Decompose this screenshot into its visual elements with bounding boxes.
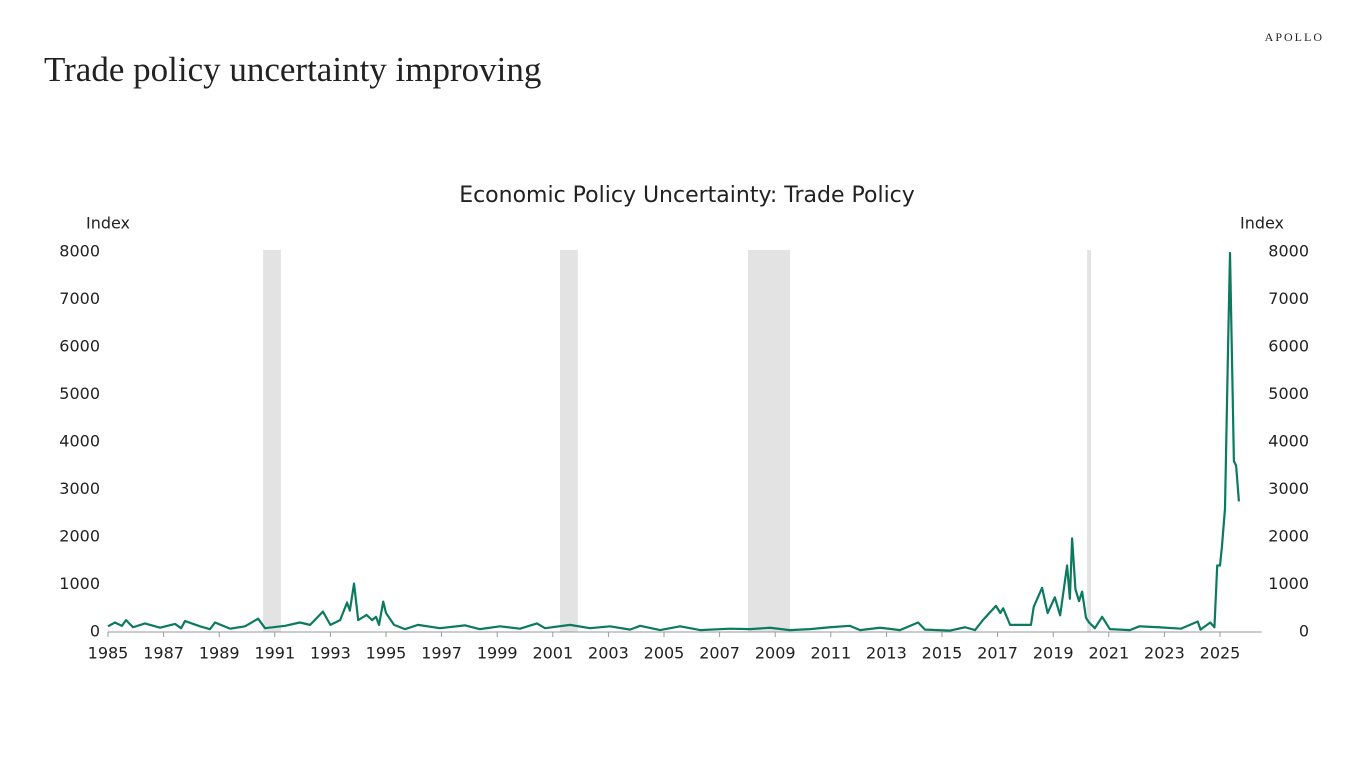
x-tick-label: 2007 [699,644,740,663]
y2-tick-label: 3000 [1268,479,1309,498]
y-tick-label: 0 [90,622,100,641]
page-title: Trade policy uncertainty improving [44,50,541,89]
y-tick-label: 3000 [59,479,100,498]
x-tick-label: 2025 [1200,644,1241,663]
x-tick-label: 2019 [1033,644,1074,663]
x-tick-label: 1997 [421,644,462,663]
y-tick-label: 1000 [59,574,100,593]
x-tick-label: 2013 [866,644,907,663]
y2-tick-label: 0 [1299,622,1309,641]
y-tick-label: 6000 [59,337,100,356]
y-tick-label: 7000 [59,289,100,308]
x-tick-label: 1987 [143,644,184,663]
y2-tick-label: 4000 [1268,432,1309,451]
recession-band [263,250,281,632]
x-tick-label: 1991 [254,644,295,663]
x-tick-label: 2003 [588,644,629,663]
recession-band [1087,250,1092,632]
y-tick-label: 4000 [59,432,100,451]
y2-tick-label: 6000 [1268,337,1309,356]
y2-tick-label: 7000 [1268,289,1309,308]
y-axis-label: Index [86,214,130,233]
y2-tick-label: 5000 [1268,384,1309,403]
y2-tick-label: 8000 [1268,242,1309,261]
x-tick-label: 2001 [532,644,573,663]
recession-band [560,250,578,632]
y-tick-label: 8000 [59,242,100,261]
x-tick-label: 2017 [977,644,1018,663]
x-tick-label: 2009 [755,644,796,663]
y-tick-label: 5000 [59,384,100,403]
recession-band [747,250,790,632]
x-tick-label: 2021 [1088,644,1129,663]
logo: APOLLO [1265,30,1324,44]
x-tick-label: 2005 [644,644,685,663]
x-tick-label: 1999 [477,644,518,663]
x-tick-label: 2015 [922,644,963,663]
x-tick-label: 2023 [1144,644,1185,663]
x-tick-label: 1985 [88,644,129,663]
x-tick-label: 1989 [199,644,240,663]
chart-title: Economic Policy Uncertainty: Trade Polic… [459,183,915,208]
y2-tick-label: 1000 [1268,574,1309,593]
y2-tick-label: 2000 [1268,527,1309,546]
x-tick-label: 1995 [366,644,407,663]
x-tick-label: 2011 [810,644,851,663]
data-line [107,251,1240,632]
y2-axis-label: Index [1240,214,1284,233]
x-tick-label: 1993 [310,644,351,663]
y-tick-label: 2000 [59,527,100,546]
